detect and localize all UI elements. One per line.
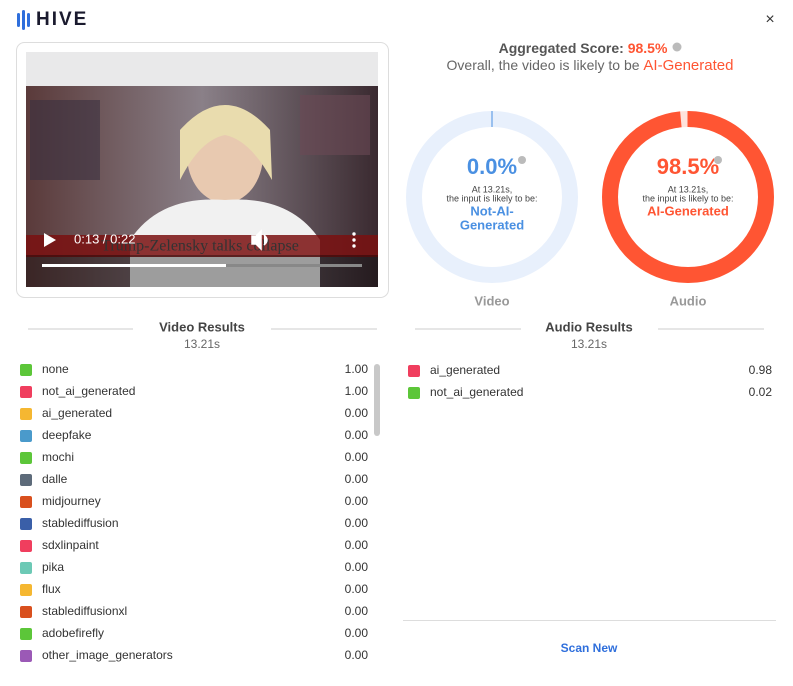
legend-swatch xyxy=(20,364,32,376)
gauge-verdict: Generated xyxy=(460,217,524,232)
info-icon xyxy=(518,156,526,164)
info-icon xyxy=(714,156,722,164)
gauge-at: At 13.21s, xyxy=(668,184,709,194)
result-name: dalle xyxy=(42,472,68,486)
scrollbar[interactable] xyxy=(374,364,380,436)
result-score: 0.00 xyxy=(345,516,369,530)
legend-swatch xyxy=(20,650,32,662)
summary-text: Overall, the video is likely to be xyxy=(447,57,640,73)
result-name: pika xyxy=(42,560,64,574)
play-button[interactable] xyxy=(44,233,56,247)
result-name: not_ai_generated xyxy=(42,384,135,398)
result-name: mochi xyxy=(42,450,74,464)
gauge-name: Audio xyxy=(670,293,707,308)
gauge-percent: 98.5% xyxy=(657,154,719,179)
aggregated-score: Aggregated Score: 98.5% xyxy=(499,40,668,56)
results-time: 13.21s xyxy=(571,337,607,351)
result-score: 0.00 xyxy=(345,428,369,442)
result-score: 0.00 xyxy=(345,648,369,662)
legend-swatch xyxy=(20,518,32,530)
gauge-likely: the input is likely to be: xyxy=(446,193,537,203)
logo-text: HIVE xyxy=(36,9,88,30)
result-score: 0.00 xyxy=(345,472,369,486)
result-score: 0.00 xyxy=(345,560,369,574)
info-icon[interactable] xyxy=(672,42,682,52)
result-score: 1.00 xyxy=(345,362,369,376)
legend-swatch xyxy=(20,628,32,640)
result-score: 0.00 xyxy=(345,626,369,640)
result-score: 0.00 xyxy=(345,494,369,508)
legend-swatch xyxy=(20,584,32,596)
result-name: stablediffusion xyxy=(42,516,119,530)
gauge-percent: 0.0% xyxy=(467,154,517,179)
score-label: Aggregated Score: xyxy=(499,40,624,56)
results-time: 13.21s xyxy=(184,337,220,351)
result-name: not_ai_generated xyxy=(430,385,523,399)
results-title: Video Results xyxy=(159,319,245,334)
result-score: 0.00 xyxy=(345,582,369,596)
gauge-at: At 13.21s, xyxy=(472,184,513,194)
legend-swatch xyxy=(20,408,32,420)
summary-verdict: AI-Generated xyxy=(643,57,733,74)
legend-swatch xyxy=(20,540,32,552)
video-caption: Trump-Zelensky talks collapse xyxy=(101,238,299,255)
result-score: 0.00 xyxy=(345,604,369,618)
gauge-likely: the input is likely to be: xyxy=(642,193,733,203)
result-score: 0.98 xyxy=(749,363,773,377)
logo: HIVE xyxy=(17,9,88,30)
result-name: ai_generated xyxy=(430,363,500,377)
result-score: 0.00 xyxy=(345,406,369,420)
scan-new-button[interactable]: Scan New xyxy=(561,641,618,655)
legend-swatch xyxy=(20,496,32,508)
result-name: flux xyxy=(42,582,61,596)
legend-swatch xyxy=(20,386,32,398)
progress-fill xyxy=(42,264,226,267)
close-button[interactable]: × xyxy=(765,11,774,28)
result-name: sdxlinpaint xyxy=(42,538,99,552)
result-score: 0.00 xyxy=(345,538,369,552)
video-time: 0:13 / 0:22 xyxy=(74,231,135,246)
result-name: stablediffusionxl xyxy=(42,604,127,618)
result-name: midjourney xyxy=(42,494,101,508)
legend-swatch xyxy=(408,365,420,377)
legend-swatch xyxy=(20,606,32,618)
legend-swatch xyxy=(20,452,32,464)
menu-button[interactable] xyxy=(352,232,356,248)
result-score: 1.00 xyxy=(345,384,369,398)
legend-swatch xyxy=(408,387,420,399)
result-name: none xyxy=(42,362,69,376)
summary-sentence: Overall, the video is likely to be AI-Ge… xyxy=(447,57,734,74)
gauge-name: Video xyxy=(474,293,509,308)
video-player[interactable]: Trump-Zelensky talks collapse 0:13 / 0:2… xyxy=(26,52,378,287)
gauge-verdict: AI-Generated xyxy=(647,203,729,218)
legend-swatch xyxy=(20,474,32,486)
result-score: 0.00 xyxy=(345,450,369,464)
result-name: adobefirefly xyxy=(42,626,104,640)
results-title: Audio Results xyxy=(545,319,632,334)
result-name: ai_generated xyxy=(42,406,112,420)
result-name: other_image_generators xyxy=(42,648,173,662)
score-value: 98.5% xyxy=(628,40,668,56)
gauge-verdict: Not-AI- xyxy=(470,203,513,218)
result-name: deepfake xyxy=(42,428,92,442)
result-score: 0.02 xyxy=(749,385,773,399)
legend-swatch xyxy=(20,562,32,574)
legend-swatch xyxy=(20,430,32,442)
volume-button[interactable] xyxy=(251,229,268,251)
